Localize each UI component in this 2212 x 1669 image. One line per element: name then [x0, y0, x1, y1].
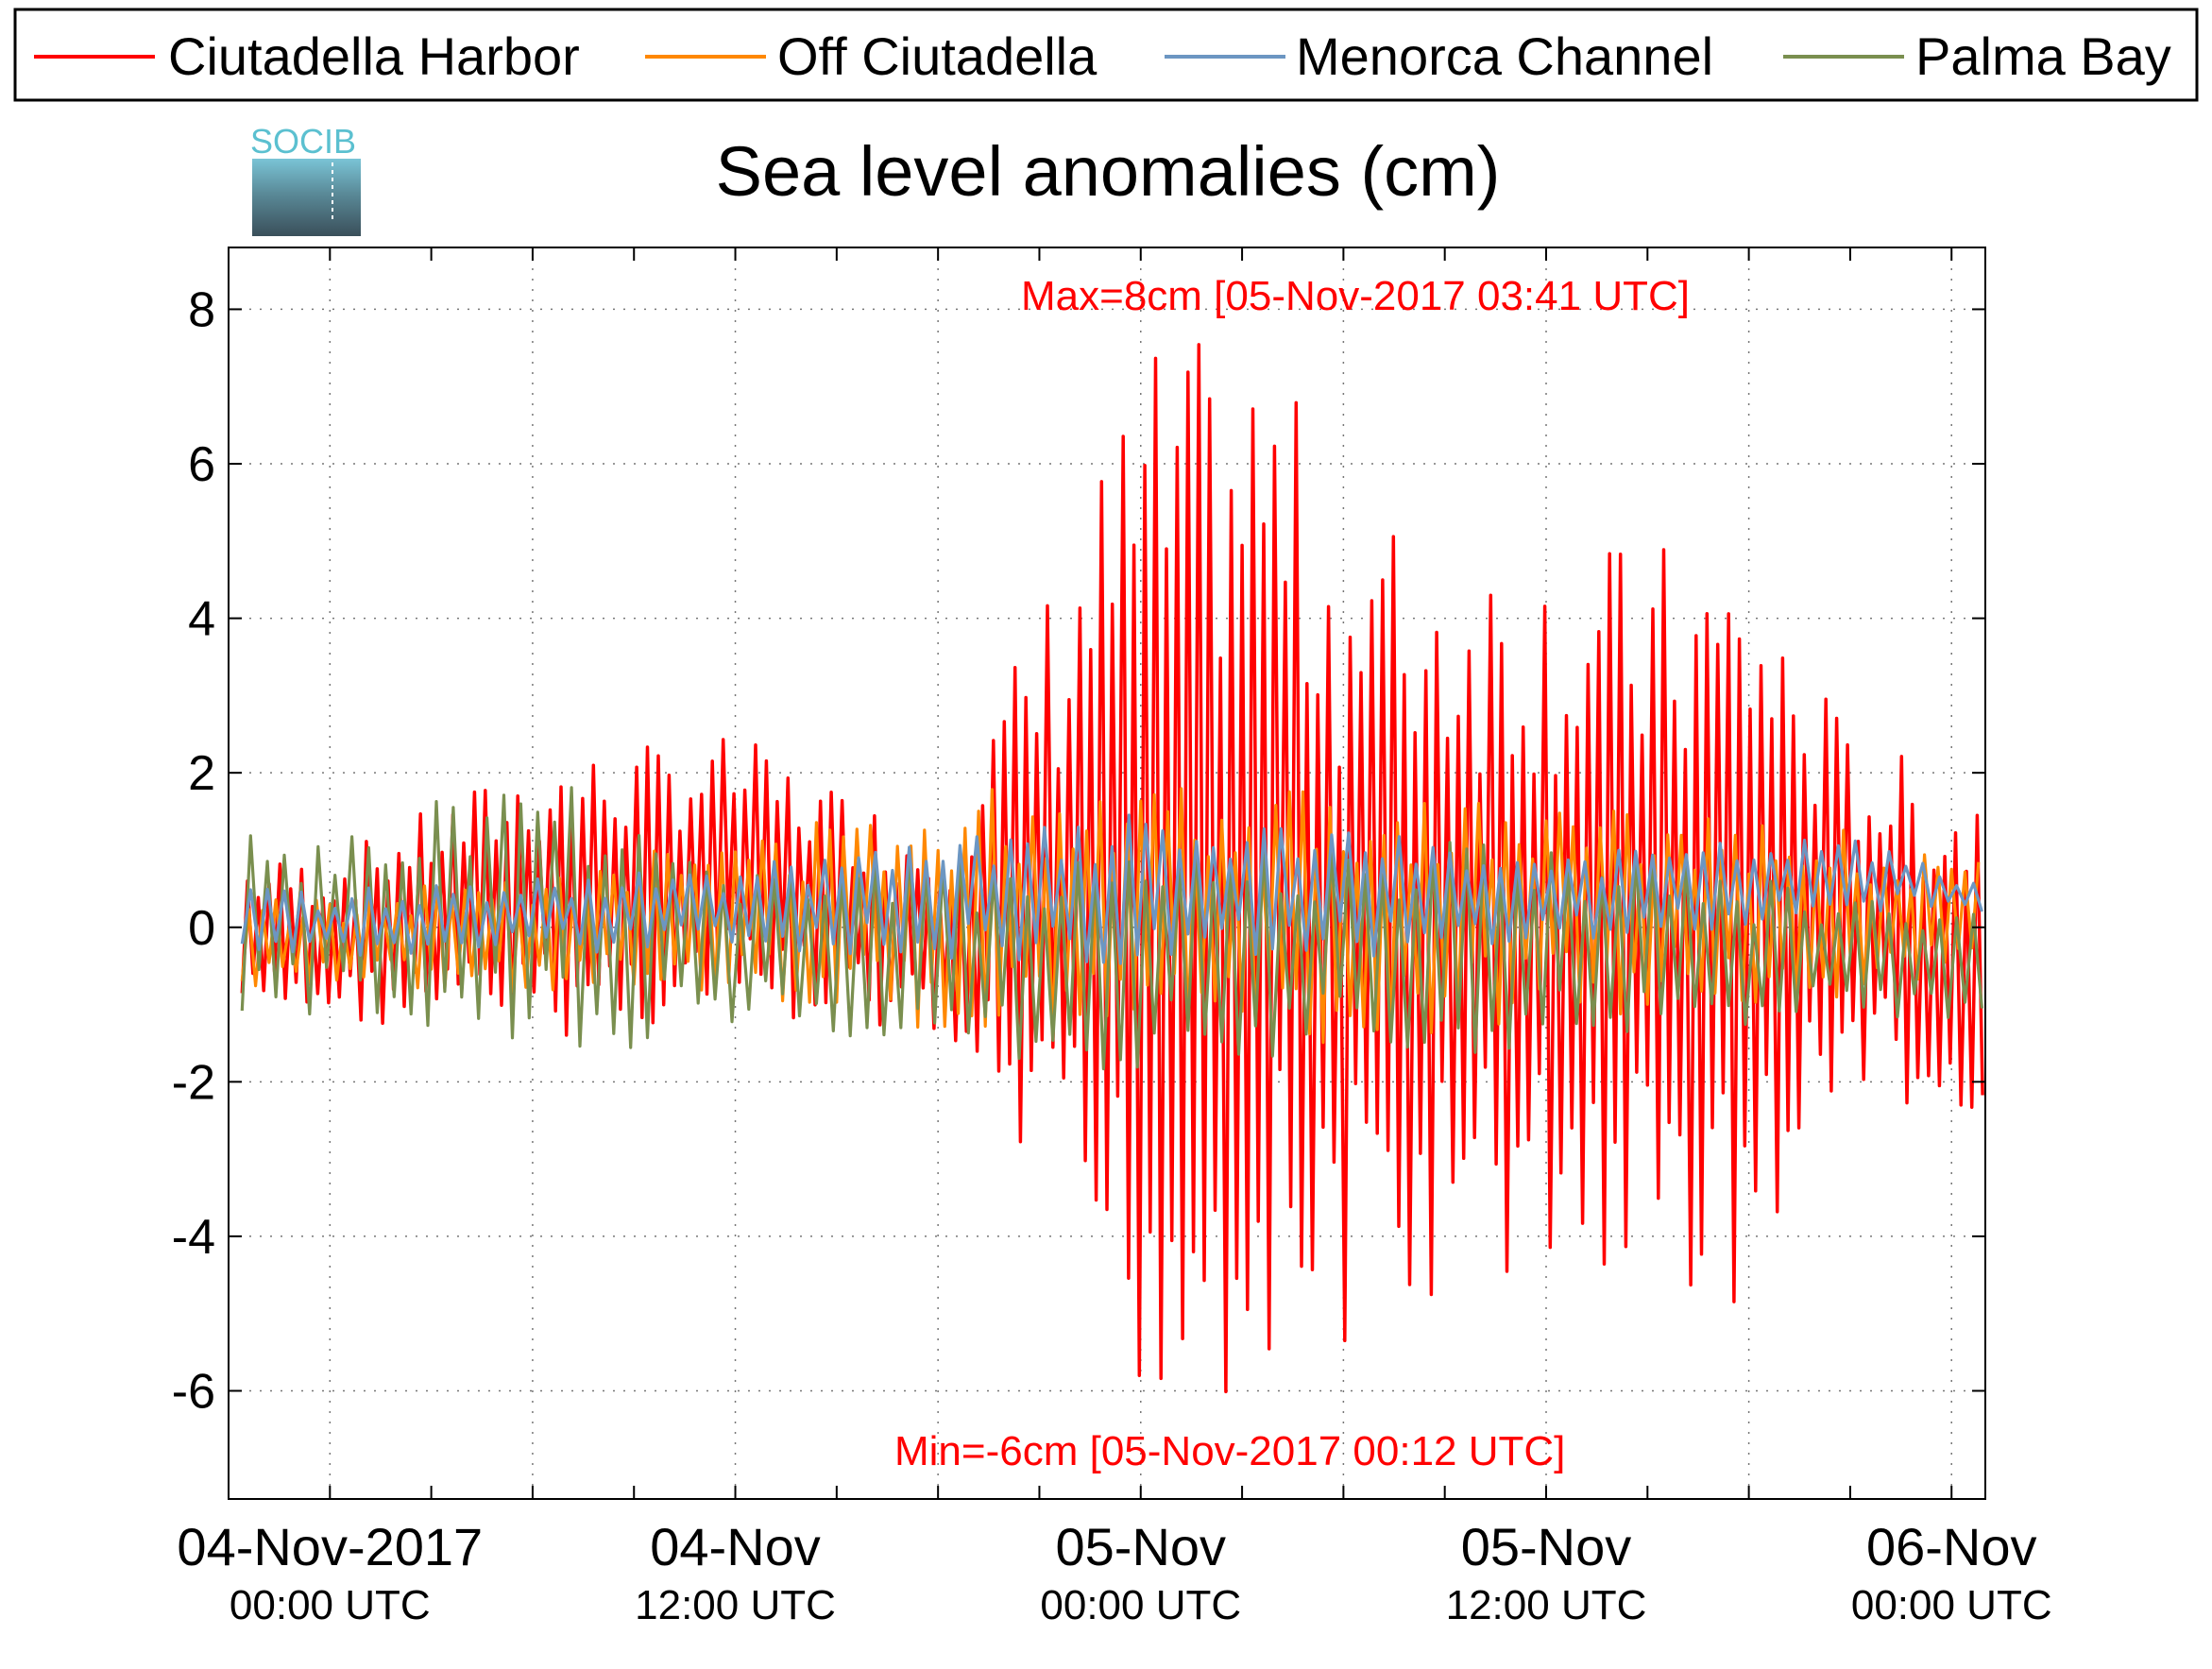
series-line-menorca-channel: [240, 813, 1983, 965]
legend-entry-off-ciutadella: Off Ciutadella: [645, 26, 1097, 86]
x-tick-label-date: 06-Nov: [1866, 1517, 2037, 1576]
max-annotation: Max=8cm [05-Nov-2017 03:41 UTC]: [1021, 273, 1690, 319]
legend-entry-palma-bay: Palma Bay: [1783, 26, 2171, 86]
series-line-palma-bay: [240, 786, 1983, 1071]
x-tick-label-time: 12:00 UTC: [635, 1582, 836, 1628]
legend-label-ciutadella-harbor: Ciutadella Harbor: [168, 26, 580, 86]
x-tick-label-time: 00:00 UTC: [1851, 1582, 2052, 1628]
chart-title: Sea level anomalies (cm): [716, 132, 1501, 211]
legend-entry-ciutadella-harbor: Ciutadella Harbor: [34, 26, 580, 86]
y-tick-label: 0: [188, 901, 215, 956]
y-tick-label: -2: [172, 1055, 215, 1110]
plot-frame: [228, 247, 1986, 1500]
x-tick-label-date: 05-Nov: [1056, 1517, 1227, 1576]
logo-wave-block: [252, 159, 361, 236]
x-tick-label-date: 04-Nov-2017: [177, 1517, 483, 1576]
y-tick-label: -6: [172, 1364, 215, 1419]
legend-entry-menorca-channel: Menorca Channel: [1165, 26, 1713, 86]
y-tick-label: -4: [172, 1210, 215, 1265]
legend-label-palma-bay: Palma Bay: [1915, 26, 2171, 86]
series-layer: [240, 343, 1984, 1394]
y-tick-label: 8: [188, 282, 215, 337]
y-tick-label: 4: [188, 592, 215, 647]
y-tick-label: 6: [188, 437, 215, 492]
x-tick-label-date: 04-Nov: [650, 1517, 821, 1576]
x-tick-label-time: 00:00 UTC: [1040, 1582, 1241, 1628]
min-annotation: Min=-6cm [05-Nov-2017 00:12 UTC]: [894, 1428, 1565, 1474]
x-tick-label-time: 00:00 UTC: [230, 1582, 431, 1628]
legend-label-off-ciutadella: Off Ciutadella: [777, 26, 1097, 86]
socib-logo: SOCIB: [250, 122, 361, 236]
x-tick-label-time: 12:00 UTC: [1446, 1582, 1647, 1628]
axis-ticks: -6 -4 -2 0 2 4 6 8 04-Nov-2017 00:00 UTC 04-Nov 12:…: [172, 247, 2052, 1628]
y-tick-label: 2: [188, 746, 215, 801]
legend: Ciutadella Harbor Off Ciutadella Menorca…: [13, 8, 2199, 102]
x-tick-label-date: 05-Nov: [1461, 1517, 1632, 1576]
legend-label-menorca-channel: Menorca Channel: [1296, 26, 1713, 86]
logo-text: SOCIB: [250, 122, 356, 161]
